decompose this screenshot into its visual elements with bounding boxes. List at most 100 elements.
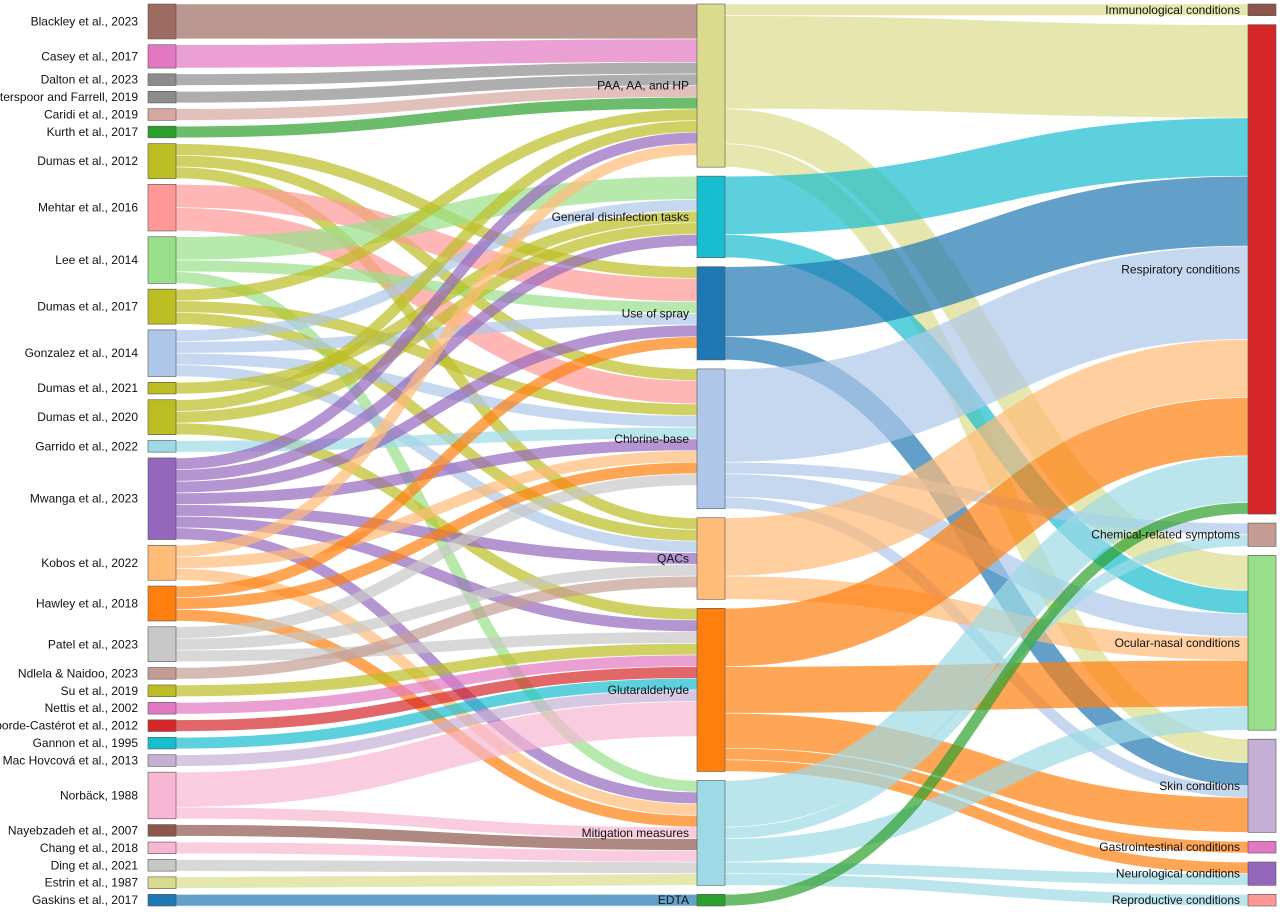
label-dumas2012: Dumas et al., 2012 — [37, 154, 138, 168]
flow-patel-to-qacs — [175, 564, 698, 650]
node-spray — [696, 266, 726, 361]
flow-gannon-to-glut — [175, 678, 698, 749]
label-mwanga: Mwanga et al., 2023 — [30, 492, 138, 506]
flow-lee-to-gdt — [175, 176, 698, 260]
flow-gdt-to-resp — [724, 118, 1249, 235]
flow-dumas2017-to-paa — [175, 109, 698, 301]
flow-hawley-to-chlorine — [175, 462, 698, 610]
flow-chlorine-to-resp — [724, 246, 1249, 462]
label-mehtar: Mehtar et al., 2016 — [38, 201, 138, 215]
node-repro — [1247, 894, 1277, 907]
flow-kurth-to-paa — [175, 97, 698, 138]
label-spray: Use of spray — [622, 306, 689, 320]
node-nettis — [147, 702, 177, 715]
label-dalton: Dalton et al., 2023 — [41, 73, 139, 87]
flow-spray-to-resp — [724, 176, 1249, 337]
node-hawley — [147, 585, 177, 622]
node-qacs — [696, 517, 726, 600]
node-nayebzadeh — [147, 824, 177, 837]
label-dumas2017: Dumas et al., 2017 — [37, 300, 138, 314]
label-chang: Chang et al., 2018 — [40, 841, 138, 855]
flow-glut-to-gastro — [724, 748, 1249, 853]
label-repro: Reproductive conditions — [1112, 893, 1240, 907]
label-resp: Respiratory conditions — [1121, 262, 1240, 276]
node-mehtar — [147, 184, 177, 232]
label-kurth: Kurth et al., 2017 — [47, 125, 139, 139]
flow-hawley-to-spray — [175, 336, 698, 598]
node-mitig — [696, 780, 726, 886]
flow-estrin-to-mitig — [175, 873, 698, 889]
node-casey — [147, 44, 177, 69]
label-su: Su et al., 2019 — [61, 684, 139, 698]
node-gannon — [147, 736, 177, 750]
label-nayebzadeh: Nayebzadeh et al., 2007 — [8, 823, 138, 837]
label-immuno: Immunological conditions — [1105, 3, 1240, 17]
flow-lee-to-spray — [175, 260, 698, 314]
label-ocular: Ocular-nasal conditions — [1115, 636, 1240, 650]
flow-dumas2020-to-glut — [175, 423, 698, 620]
flow-dumas2020-to-gdt — [175, 223, 698, 423]
flow-mitig-to-chem — [724, 535, 1249, 839]
label-norback: Norbäck, 1988 — [60, 788, 138, 802]
node-ding — [147, 859, 177, 872]
node-neuro — [1247, 861, 1277, 886]
flow-caridi-to-paa — [175, 85, 698, 121]
flow-ding-to-mitig — [175, 859, 698, 874]
label-gdt: General disinfection tasks — [552, 210, 689, 224]
label-gastro: Gastrointestinal conditions — [1099, 840, 1240, 854]
flow-nettis-to-glut — [175, 655, 698, 714]
flow-patel-to-chlorine — [175, 474, 698, 639]
flow-glut-to-resp — [724, 397, 1249, 667]
node-lee — [147, 236, 177, 284]
label-garrido: Garrido et al., 2022 — [35, 439, 138, 453]
node-dumas2017 — [147, 288, 177, 325]
label-neuro: Neurological conditions — [1116, 867, 1240, 881]
node-glut — [696, 608, 726, 772]
flow-mehtar-to-spray — [175, 184, 698, 302]
flow-norback-to-mitig — [175, 807, 698, 839]
label-machovcova: Mac Hovcová et al., 2013 — [3, 754, 139, 768]
flow-gonzalez-to-chlorine — [175, 353, 698, 427]
flow-nayebzadeh-to-mitig — [175, 824, 698, 851]
flow-chang-to-mitig — [175, 842, 698, 862]
label-patel: Patel et al., 2023 — [48, 637, 138, 651]
node-machovcova — [147, 754, 177, 767]
flow-edta-to-resp — [724, 502, 1249, 906]
node-ocular — [1247, 555, 1277, 731]
flow-patel-to-glut — [175, 631, 698, 662]
node-blackley — [147, 3, 177, 40]
flow-dumas2020-to-paa — [175, 120, 698, 412]
label-dumas2020: Dumas et al., 2020 — [37, 410, 138, 424]
node-chem — [1247, 522, 1277, 547]
flow-qacs-to-resp — [724, 339, 1249, 576]
label-ndlela: Ndlela & Naidoo, 2023 — [18, 666, 138, 680]
node-patel — [147, 626, 177, 663]
flow-kobos-to-mitig — [175, 568, 698, 816]
label-paa: PAA, AA, and HP — [597, 79, 689, 93]
flow-laborde-to-glut — [175, 666, 698, 732]
label-gonzalez: Gonzalez et al., 2014 — [25, 346, 139, 360]
flow-su-to-glut — [175, 643, 698, 697]
label-nettis: Nettis et al., 2002 — [45, 701, 139, 715]
node-caridi — [147, 108, 177, 121]
node-gonzalez — [147, 329, 177, 377]
node-gaskins — [147, 894, 177, 907]
node-su — [147, 684, 177, 697]
label-chlorine: Chlorine-base — [614, 432, 689, 446]
node-immuno — [1247, 3, 1277, 16]
label-hawley: Hawley et al., 2018 — [36, 597, 138, 611]
node-ndlela — [147, 667, 177, 680]
flow-machovcova-to-glut — [175, 690, 698, 767]
flow-mwanga-to-paa — [175, 132, 698, 470]
flow-dalton-to-paa — [175, 62, 698, 86]
node-norback — [147, 771, 177, 820]
node-mwanga — [147, 457, 177, 540]
flow-kobos-to-paa — [175, 144, 698, 557]
label-dumas2021: Dumas et al., 2021 — [37, 381, 138, 395]
flow-otterspoor-to-paa — [175, 74, 698, 103]
label-edta: EDTA — [658, 893, 689, 907]
label-kobos: Kobos et al., 2022 — [41, 556, 138, 570]
flow-ndlela-to-qacs — [175, 576, 698, 679]
flow-mitig-to-ocular — [724, 707, 1249, 862]
flow-mwanga-to-spray — [175, 325, 698, 493]
